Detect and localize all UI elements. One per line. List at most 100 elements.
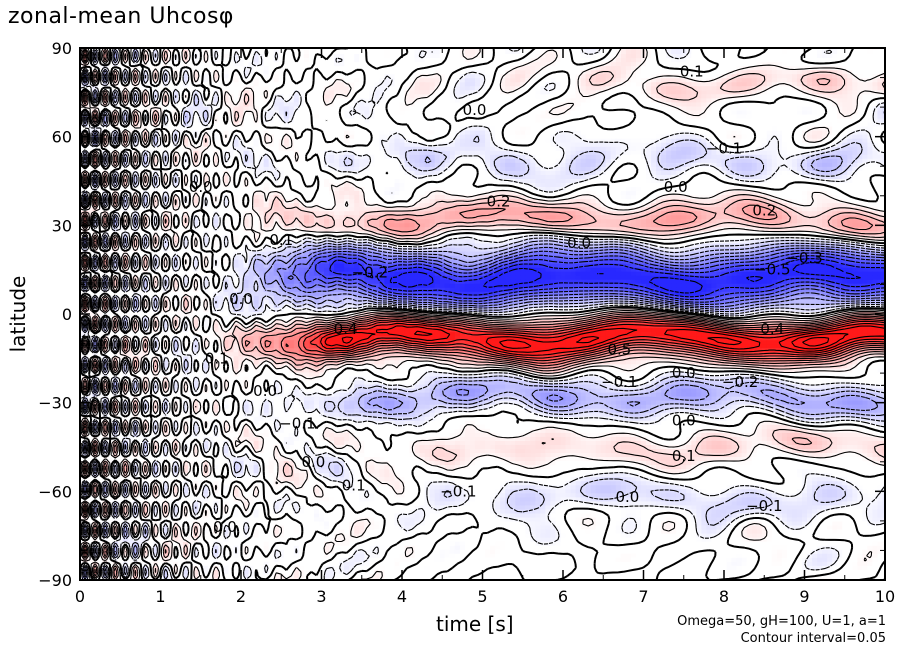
field-cell bbox=[696, 62, 702, 67]
field-cell bbox=[726, 98, 733, 104]
field-cell bbox=[877, 70, 884, 75]
field-cell bbox=[716, 162, 723, 168]
field-cell bbox=[726, 58, 733, 63]
field-cell bbox=[198, 106, 204, 112]
field-cell bbox=[857, 50, 863, 55]
field-cell bbox=[651, 70, 657, 75]
field-cell bbox=[439, 74, 446, 79]
field-cell bbox=[560, 94, 567, 99]
field-cell bbox=[414, 98, 421, 104]
field-cell bbox=[449, 154, 456, 160]
field-cell bbox=[490, 126, 496, 132]
field-cell bbox=[263, 78, 270, 83]
field-cell bbox=[565, 134, 572, 140]
field-cell bbox=[374, 138, 380, 144]
field-cell bbox=[585, 82, 592, 87]
field-cell bbox=[761, 150, 768, 156]
field-cell bbox=[867, 150, 874, 156]
field-cell bbox=[324, 122, 330, 128]
field-cell bbox=[696, 118, 702, 124]
field-cell bbox=[394, 166, 401, 172]
field-cell bbox=[409, 54, 416, 59]
field-cell bbox=[761, 130, 768, 136]
field-cell bbox=[434, 126, 441, 132]
field-cell bbox=[213, 74, 219, 79]
field-cell bbox=[721, 166, 728, 172]
field-cell bbox=[656, 130, 662, 136]
field-cell bbox=[877, 54, 884, 59]
field-cell bbox=[656, 70, 662, 75]
field-cell bbox=[872, 78, 879, 83]
field-cell bbox=[630, 50, 637, 55]
field-cell bbox=[334, 66, 340, 71]
field-cell bbox=[822, 86, 828, 91]
field-cell bbox=[746, 70, 753, 75]
field-cell bbox=[334, 146, 340, 152]
field-cell bbox=[329, 90, 335, 95]
field-cell bbox=[681, 150, 687, 156]
field-cell bbox=[449, 86, 456, 91]
field-cell bbox=[334, 154, 340, 160]
field-cell bbox=[369, 58, 375, 63]
field-cell bbox=[801, 110, 808, 116]
field-cell bbox=[696, 58, 702, 63]
field-cell bbox=[469, 66, 476, 71]
field-cell bbox=[374, 142, 380, 148]
field-cell bbox=[490, 138, 496, 144]
field-cell bbox=[268, 70, 275, 75]
field-cell bbox=[339, 98, 345, 104]
field-cell bbox=[746, 78, 753, 83]
field-cell bbox=[474, 70, 481, 75]
field-cell bbox=[273, 62, 280, 67]
field-cell bbox=[464, 62, 471, 67]
field-cell bbox=[721, 126, 728, 132]
field-cell bbox=[490, 50, 496, 55]
field-cell bbox=[273, 70, 280, 75]
field-cell bbox=[243, 66, 250, 71]
field-cell bbox=[525, 138, 531, 144]
field-cell bbox=[419, 130, 426, 136]
field-cell bbox=[716, 102, 723, 108]
field-cell bbox=[223, 66, 230, 71]
field-cell bbox=[354, 126, 360, 132]
field-cell bbox=[686, 138, 692, 144]
field-cell bbox=[313, 134, 320, 140]
field-cell bbox=[545, 130, 552, 136]
field-cell bbox=[766, 118, 773, 124]
field-cell bbox=[283, 162, 290, 168]
field-cell bbox=[495, 86, 501, 91]
field-cell bbox=[540, 134, 546, 140]
field-cell bbox=[419, 154, 426, 160]
field-cell bbox=[862, 62, 868, 67]
field-cell bbox=[449, 74, 456, 79]
field-cell bbox=[842, 94, 848, 99]
field-cell bbox=[97, 82, 104, 87]
field-cell bbox=[550, 150, 557, 156]
field-cell bbox=[817, 110, 823, 116]
field-cell bbox=[817, 130, 823, 136]
field-cell bbox=[344, 114, 350, 120]
field-cell bbox=[449, 82, 456, 87]
field-cell bbox=[540, 94, 546, 99]
field-cell bbox=[590, 66, 597, 71]
field-cell bbox=[676, 134, 682, 140]
field-cell bbox=[429, 98, 436, 104]
field-cell bbox=[640, 58, 647, 63]
field-cell bbox=[293, 48, 300, 51]
field-cell bbox=[771, 86, 778, 91]
field-cell bbox=[630, 48, 637, 51]
field-cell bbox=[671, 154, 677, 160]
field-cell bbox=[193, 58, 199, 63]
field-cell bbox=[163, 74, 169, 79]
field-cell bbox=[208, 58, 214, 63]
field-cell bbox=[530, 94, 536, 99]
field-cell bbox=[857, 106, 863, 112]
field-cell bbox=[545, 74, 552, 79]
field-cell bbox=[661, 122, 667, 128]
field-cell bbox=[303, 138, 310, 144]
field-cell bbox=[676, 146, 682, 152]
field-cell bbox=[676, 62, 682, 67]
field-cell bbox=[625, 94, 632, 99]
field-cell bbox=[857, 70, 863, 75]
field-cell bbox=[872, 50, 879, 55]
